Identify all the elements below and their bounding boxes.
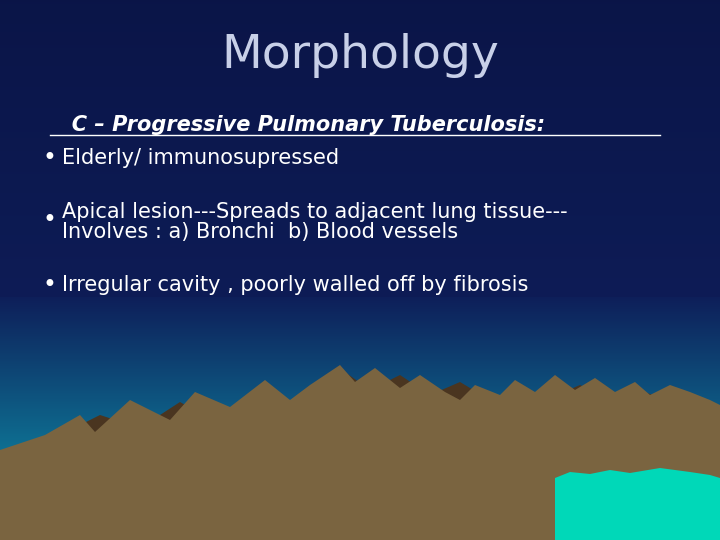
Text: Apical lesion---Spreads to adjacent lung tissue---: Apical lesion---Spreads to adjacent lung… bbox=[62, 202, 567, 222]
Text: Irregular cavity , poorly walled off by fibrosis: Irregular cavity , poorly walled off by … bbox=[62, 275, 528, 295]
Text: C – Progressive Pulmonary Tuberculosis:: C – Progressive Pulmonary Tuberculosis: bbox=[50, 115, 545, 135]
Text: Involves : a) Bronchi  b) Blood vessels: Involves : a) Bronchi b) Blood vessels bbox=[62, 222, 458, 242]
Text: Elderly/ immunosupressed: Elderly/ immunosupressed bbox=[62, 148, 339, 168]
Polygon shape bbox=[0, 372, 720, 540]
Polygon shape bbox=[555, 468, 720, 540]
Text: •: • bbox=[42, 208, 56, 232]
Polygon shape bbox=[0, 365, 720, 540]
Text: Morphology: Morphology bbox=[221, 32, 499, 78]
Text: •: • bbox=[42, 273, 56, 297]
Text: •: • bbox=[42, 146, 56, 170]
